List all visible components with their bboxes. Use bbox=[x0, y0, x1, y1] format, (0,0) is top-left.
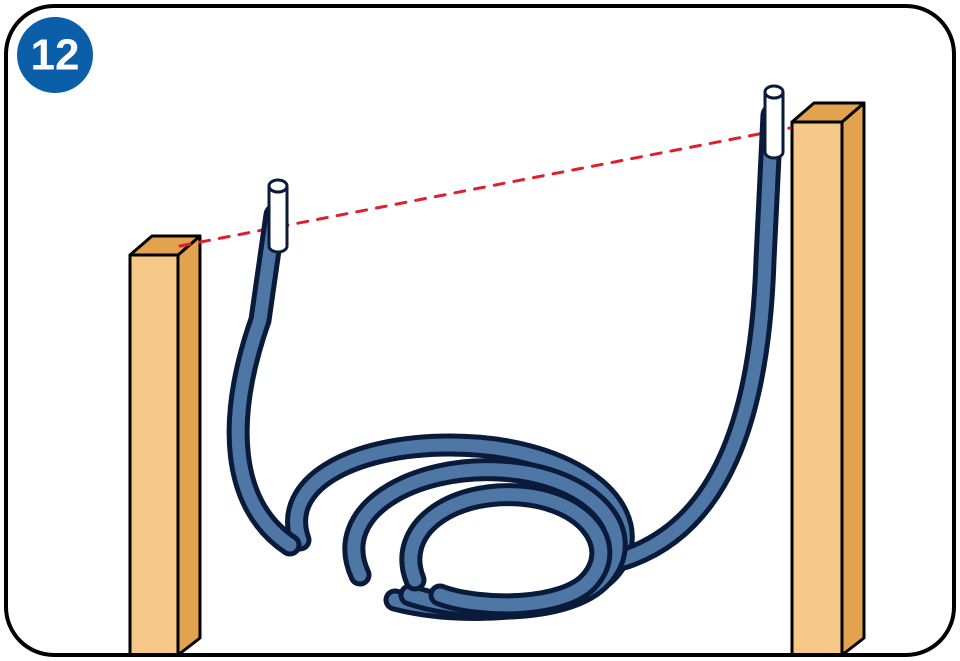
step-number: 12 bbox=[31, 31, 80, 80]
instruction-step-panel: 12 bbox=[0, 0, 960, 661]
diagram-svg: 12 bbox=[0, 0, 960, 661]
